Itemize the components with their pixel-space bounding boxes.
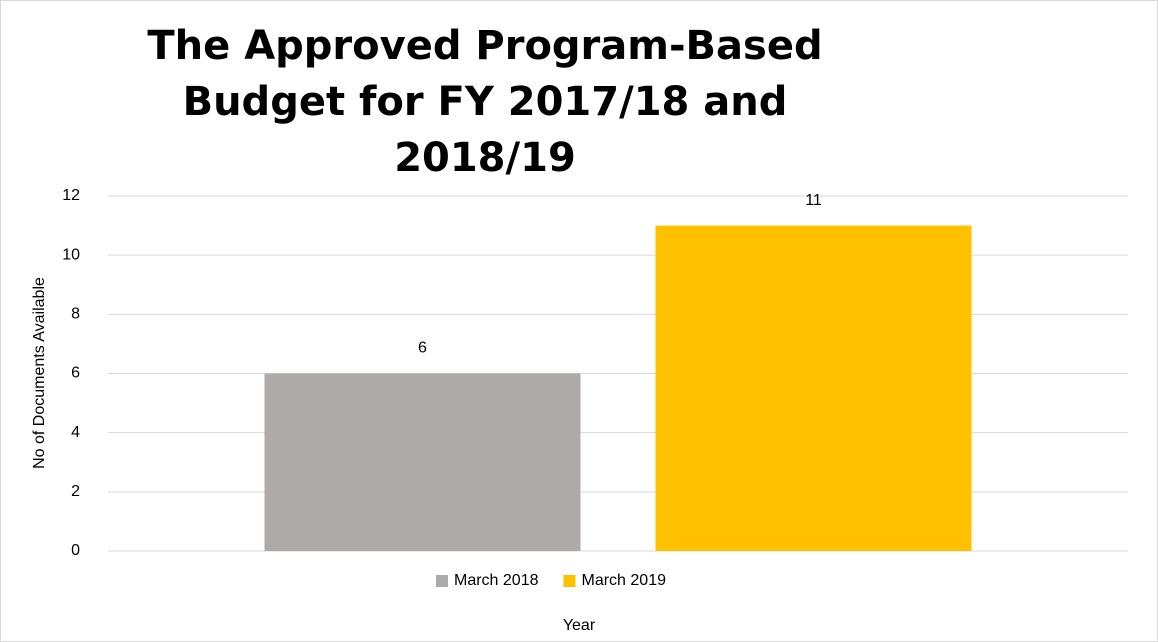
- y-tick-label: 2: [71, 483, 80, 500]
- y-tick-label: 6: [71, 365, 80, 382]
- y-axis-label: No of Documents Available: [31, 277, 48, 469]
- y-tick-label: 12: [62, 187, 80, 204]
- x-axis-label: Year: [563, 617, 596, 634]
- legend-label: March 2018: [454, 572, 539, 589]
- y-tick-label: 10: [62, 246, 80, 263]
- bar: [264, 373, 581, 551]
- y-tick-label: 0: [71, 542, 80, 559]
- bar: [655, 225, 972, 552]
- data-label: 11: [805, 192, 822, 209]
- legend-label: March 2019: [582, 572, 667, 589]
- data-label: 6: [418, 340, 427, 357]
- y-tick-label: 4: [71, 424, 80, 441]
- legend-swatch: [563, 575, 576, 587]
- legend-swatch: [436, 575, 448, 587]
- y-tick-label: 8: [71, 306, 80, 323]
- chart-title: The Approved Program-Based Budget for FY…: [147, 23, 823, 181]
